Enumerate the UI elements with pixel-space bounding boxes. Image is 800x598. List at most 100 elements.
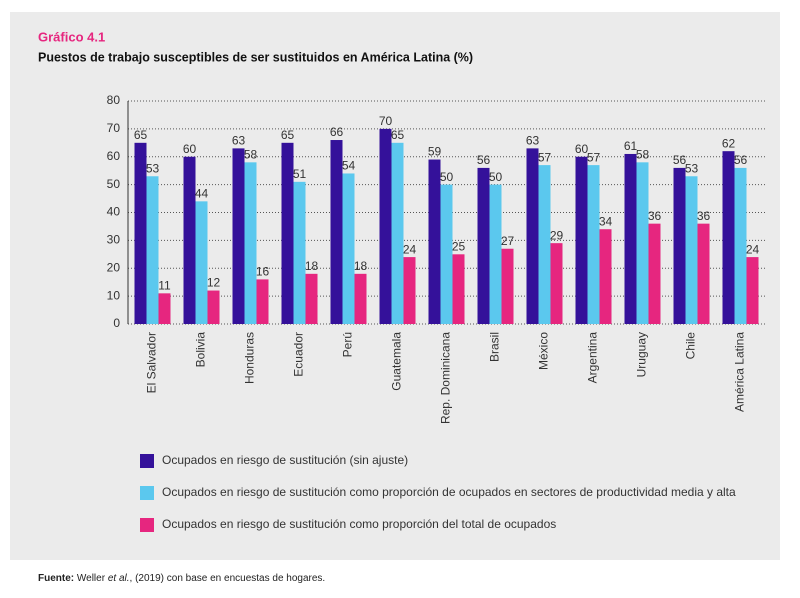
data-label: 36 [648, 209, 662, 223]
data-label: 44 [195, 187, 209, 201]
x-tick-label: América Latina [733, 332, 747, 412]
data-label: 66 [330, 125, 344, 139]
y-tick-label: 40 [107, 205, 121, 219]
x-tick-label: Argentina [586, 332, 600, 384]
y-tick-label: 80 [107, 93, 121, 107]
y-tick-label: 30 [107, 233, 121, 247]
legend-label: Ocupados en riesgo de sustitución como p… [162, 517, 556, 531]
bar [477, 167, 490, 324]
x-tick-label: Ecuador [292, 332, 306, 377]
bar [673, 167, 686, 324]
bar [146, 176, 159, 324]
bar [746, 257, 759, 324]
x-tick-label: Rep. Dominicana [439, 332, 453, 424]
bar [624, 153, 637, 324]
legend-swatch [140, 454, 154, 468]
data-label: 59 [428, 145, 442, 159]
data-label: 56 [673, 153, 687, 167]
data-label: 62 [722, 136, 736, 150]
data-label: 29 [550, 228, 564, 242]
bar [207, 290, 220, 324]
data-label: 61 [624, 139, 638, 153]
bar [232, 148, 245, 324]
data-label: 24 [746, 242, 760, 256]
bar [538, 165, 551, 324]
bar [403, 257, 416, 324]
bar [354, 273, 367, 324]
data-label: 18 [354, 259, 368, 273]
bar [134, 142, 147, 324]
bar [158, 293, 171, 324]
legend-swatch [140, 518, 154, 532]
source-text: , (2019) con base en encuestas de hogare… [130, 573, 326, 584]
data-label: 34 [599, 214, 613, 228]
bar [281, 142, 294, 324]
data-label: 57 [587, 150, 601, 164]
bar [195, 201, 208, 324]
data-label: 51 [293, 167, 307, 181]
legend-swatch [140, 486, 154, 500]
data-label: 50 [489, 170, 503, 184]
data-label: 58 [244, 147, 258, 161]
bar [489, 184, 502, 324]
x-tick-label: Brasil [488, 332, 502, 362]
data-label: 50 [440, 170, 454, 184]
bar [526, 148, 539, 324]
bar [305, 273, 318, 324]
bar [501, 248, 514, 324]
y-tick-label: 0 [113, 316, 120, 330]
bar [293, 181, 306, 324]
bar [452, 254, 465, 324]
data-label: 58 [636, 147, 650, 161]
bar [685, 176, 698, 324]
data-label: 54 [342, 159, 356, 173]
source-italic: et al. [108, 573, 130, 584]
bar [379, 128, 392, 324]
bar [330, 140, 343, 324]
bar [391, 142, 404, 324]
data-label: 36 [697, 209, 711, 223]
data-label: 63 [526, 134, 540, 148]
bar [697, 223, 710, 324]
bar [428, 159, 441, 324]
data-label: 70 [379, 114, 393, 128]
data-label: 60 [575, 142, 589, 156]
legend-label: Ocupados en riesgo de sustitución como p… [162, 485, 736, 499]
data-label: 56 [734, 153, 748, 167]
bar [636, 162, 649, 324]
source: Fuente: Weller et al., (2019) con base e… [38, 573, 325, 584]
x-tick-label: Guatemala [390, 332, 404, 391]
y-tick-label: 10 [107, 288, 121, 302]
data-label: 65 [281, 128, 295, 142]
x-tick-label: Perú [341, 332, 355, 357]
bar [550, 243, 563, 324]
source-text: Weller [77, 573, 108, 584]
bar [722, 151, 735, 324]
data-label: 25 [452, 239, 466, 253]
data-label: 57 [538, 150, 552, 164]
bar [244, 162, 257, 324]
x-tick-label: El Salvador [145, 332, 159, 393]
bar [575, 156, 588, 324]
bar [599, 229, 612, 324]
x-tick-label: Honduras [243, 332, 257, 384]
data-label: 63 [232, 134, 246, 148]
data-label: 53 [685, 161, 699, 175]
y-tick-label: 20 [107, 260, 121, 274]
bar [648, 223, 661, 324]
data-label: 27 [501, 234, 515, 248]
x-tick-label: Bolivia [194, 332, 208, 368]
legend-label: Ocupados en riesgo de sustitución (sin a… [162, 453, 408, 467]
bar [342, 173, 355, 324]
bar [256, 279, 269, 324]
data-label: 12 [207, 276, 221, 290]
data-label: 11 [158, 279, 171, 293]
chart-title: Gráfico 4.1 [38, 29, 105, 44]
y-tick-label: 60 [107, 149, 121, 163]
bar [183, 156, 196, 324]
x-tick-label: Chile [684, 332, 698, 360]
data-label: 53 [146, 161, 160, 175]
bar [587, 165, 600, 324]
y-tick-label: 70 [107, 121, 121, 135]
